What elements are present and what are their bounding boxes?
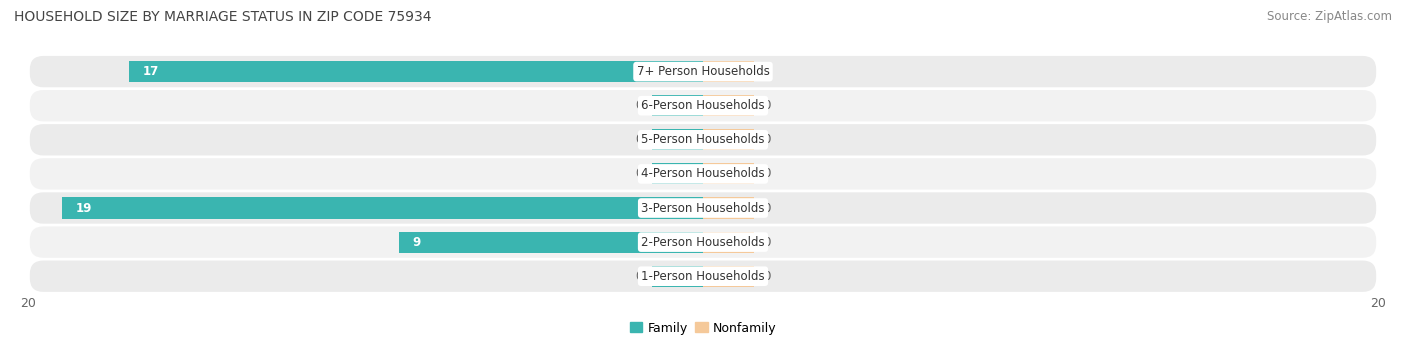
Text: 0: 0 bbox=[763, 99, 770, 112]
Text: 0: 0 bbox=[763, 202, 770, 214]
Bar bbox=[703, 266, 754, 287]
FancyBboxPatch shape bbox=[30, 158, 1376, 190]
Text: 0: 0 bbox=[763, 270, 770, 283]
FancyBboxPatch shape bbox=[30, 226, 1376, 258]
Bar bbox=[652, 163, 703, 184]
Bar bbox=[652, 95, 703, 116]
Text: 0: 0 bbox=[636, 133, 643, 146]
Text: 17: 17 bbox=[143, 65, 159, 78]
Bar bbox=[703, 61, 754, 82]
Bar bbox=[703, 163, 754, 184]
Text: 5-Person Households: 5-Person Households bbox=[641, 133, 765, 146]
Text: 1-Person Households: 1-Person Households bbox=[641, 270, 765, 283]
Text: 2-Person Households: 2-Person Households bbox=[641, 236, 765, 249]
Bar bbox=[129, 61, 703, 82]
Bar bbox=[652, 266, 703, 287]
Text: 0: 0 bbox=[636, 167, 643, 180]
Text: 0: 0 bbox=[763, 65, 770, 78]
Bar bbox=[703, 95, 754, 116]
Bar bbox=[652, 129, 703, 150]
Text: 7+ Person Households: 7+ Person Households bbox=[637, 65, 769, 78]
Bar bbox=[703, 197, 754, 219]
Text: 0: 0 bbox=[763, 133, 770, 146]
Bar bbox=[703, 129, 754, 150]
FancyBboxPatch shape bbox=[30, 124, 1376, 155]
FancyBboxPatch shape bbox=[30, 90, 1376, 121]
Text: HOUSEHOLD SIZE BY MARRIAGE STATUS IN ZIP CODE 75934: HOUSEHOLD SIZE BY MARRIAGE STATUS IN ZIP… bbox=[14, 10, 432, 24]
Text: Source: ZipAtlas.com: Source: ZipAtlas.com bbox=[1267, 10, 1392, 23]
Text: 19: 19 bbox=[76, 202, 91, 214]
FancyBboxPatch shape bbox=[30, 192, 1376, 224]
Text: 3-Person Households: 3-Person Households bbox=[641, 202, 765, 214]
Text: 0: 0 bbox=[636, 99, 643, 112]
Text: 6-Person Households: 6-Person Households bbox=[641, 99, 765, 112]
Text: 0: 0 bbox=[636, 270, 643, 283]
Bar bbox=[399, 232, 703, 253]
Text: 0: 0 bbox=[763, 167, 770, 180]
Text: 9: 9 bbox=[413, 236, 420, 249]
Bar bbox=[62, 197, 703, 219]
FancyBboxPatch shape bbox=[30, 56, 1376, 87]
Bar bbox=[703, 232, 754, 253]
Legend: Family, Nonfamily: Family, Nonfamily bbox=[624, 316, 782, 340]
FancyBboxPatch shape bbox=[30, 261, 1376, 292]
Text: 0: 0 bbox=[763, 236, 770, 249]
Text: 4-Person Households: 4-Person Households bbox=[641, 167, 765, 180]
